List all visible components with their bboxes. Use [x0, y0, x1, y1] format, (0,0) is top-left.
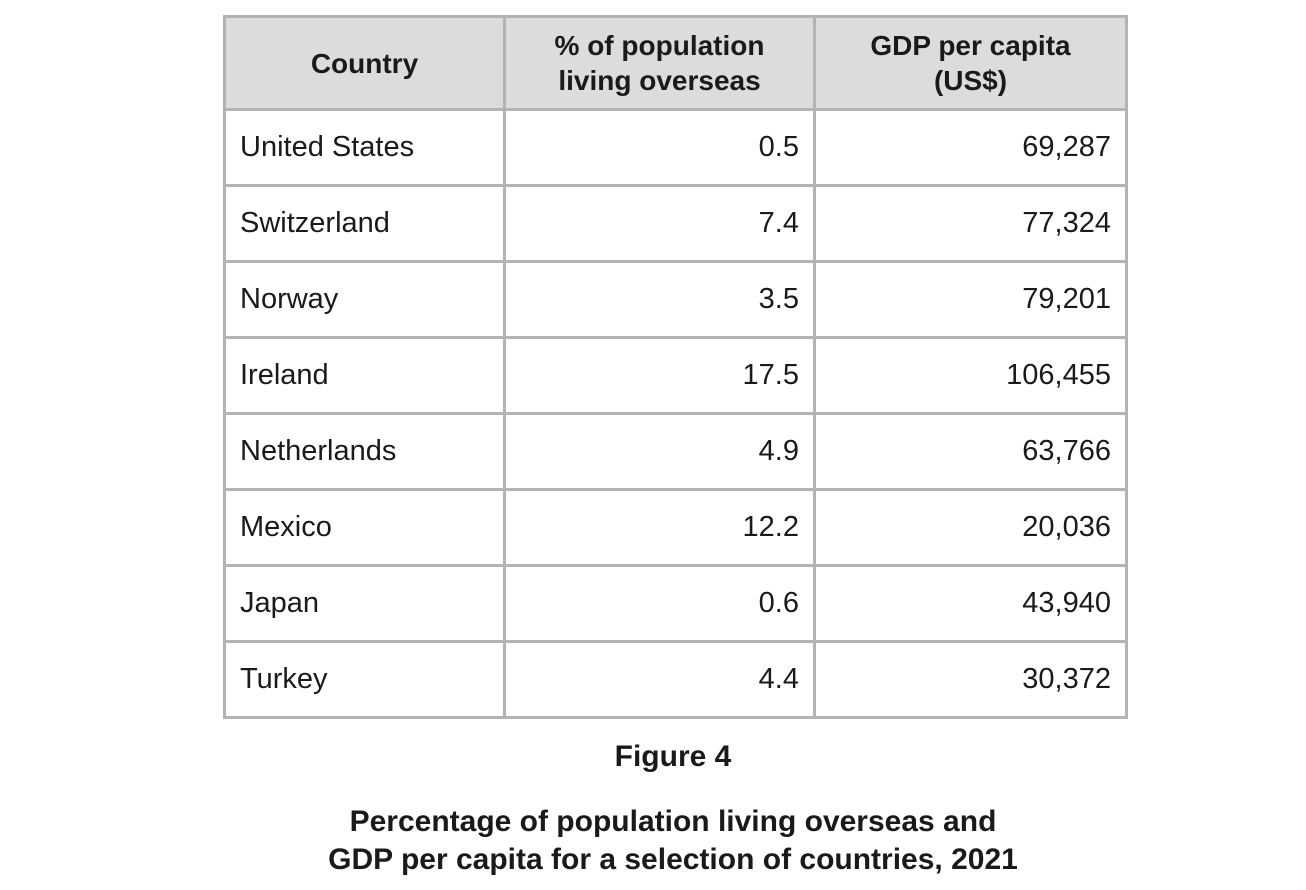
header-pct-overseas: % of population living overseas — [503, 15, 816, 111]
table-row: Netherlands 4.9 63,766 — [223, 412, 1128, 491]
country-cell: Turkey — [223, 640, 506, 719]
figure-caption-line2: GDP per capita for a selection of countr… — [328, 843, 1018, 876]
header-country-label: Country — [310, 47, 419, 79]
table-row: Ireland 17.5 106,455 — [223, 336, 1128, 415]
gdp-per-capita-cell: 106,455 — [813, 336, 1128, 415]
country-cell: Mexico — [223, 488, 506, 567]
pct-overseas-cell: 17.5 — [503, 336, 816, 415]
gdp-per-capita-cell: 63,766 — [813, 412, 1128, 491]
table-body: United States 0.5 69,287 Switzerland 7.4 77,3… — [223, 108, 1128, 719]
country-cell: Netherlands — [223, 412, 506, 491]
table-row: United States 0.5 69,287 — [223, 108, 1128, 187]
pct-overseas-cell: 4.4 — [503, 640, 816, 719]
table-row: Japan 0.6 43,940 — [223, 564, 1128, 643]
header-country: Country — [223, 15, 506, 111]
header-pct-line1: % of population — [554, 30, 765, 61]
pct-overseas-cell: 0.5 — [503, 108, 816, 187]
data-table: Country % of population living overseas … — [223, 15, 1128, 719]
table-row: Switzerland 7.4 77,324 — [223, 184, 1128, 263]
header-pct-line2: living overseas — [558, 65, 761, 96]
country-cell: Switzerland — [223, 184, 506, 263]
header-gdp: GDP per capita (US$) — [813, 15, 1128, 111]
table-row: Turkey 4.4 30,372 — [223, 640, 1128, 719]
pct-overseas-cell: 3.5 — [503, 260, 816, 339]
gdp-per-capita-cell: 43,940 — [813, 564, 1128, 643]
figure-caption: Percentage of population living overseas… — [0, 803, 1306, 879]
pct-overseas-cell: 7.4 — [503, 184, 816, 263]
gdp-per-capita-cell: 30,372 — [813, 640, 1128, 719]
country-cell: Ireland — [223, 336, 506, 415]
gdp-per-capita-cell: 77,324 — [813, 184, 1128, 263]
header-gdp-line2: (US$) — [933, 65, 1008, 96]
pct-overseas-cell: 0.6 — [503, 564, 816, 643]
figure-caption-line1: Percentage of population living overseas… — [349, 805, 997, 838]
pct-overseas-cell: 4.9 — [503, 412, 816, 491]
gdp-per-capita-cell: 79,201 — [813, 260, 1128, 339]
table-header: Country % of population living overseas … — [223, 15, 1128, 111]
header-row: Country % of population living overseas … — [223, 15, 1128, 111]
figure-label: Figure 4 — [614, 740, 732, 773]
gdp-per-capita-cell: 20,036 — [813, 488, 1128, 567]
country-cell: Norway — [223, 260, 506, 339]
gdp-per-capita-cell: 69,287 — [813, 108, 1128, 187]
country-cell: United States — [223, 108, 506, 187]
country-cell: Japan — [223, 564, 506, 643]
header-gdp-line1: GDP per capita — [870, 30, 1071, 61]
table-row: Mexico 12.2 20,036 — [223, 488, 1128, 567]
table-row: Norway 3.5 79,201 — [223, 260, 1128, 339]
pct-overseas-cell: 12.2 — [503, 488, 816, 567]
